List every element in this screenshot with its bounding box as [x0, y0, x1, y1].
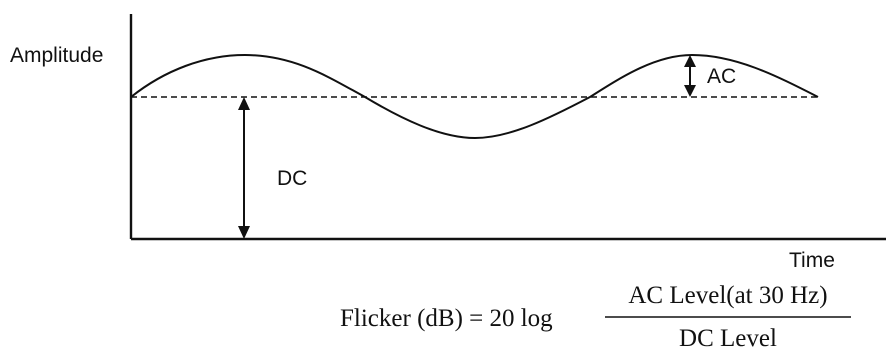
y-axis-label: Amplitude — [10, 44, 103, 67]
waveform-curve — [130, 53, 819, 140]
flicker-formula: Flicker (dB) = 20 log AC Level(at 30 Hz)… — [340, 282, 851, 352]
dc-label: DC — [277, 167, 307, 190]
formula-numerator: AC Level(at 30 Hz) — [628, 282, 827, 309]
dc-arrow — [238, 97, 250, 239]
x-axis-label: Time — [789, 249, 835, 272]
ac-label: AC — [707, 65, 736, 88]
formula-denominator: DC Level — [679, 325, 777, 352]
formula-lhs: Flicker (dB) = 20 log — [340, 305, 553, 332]
ac-arrow — [684, 55, 696, 97]
